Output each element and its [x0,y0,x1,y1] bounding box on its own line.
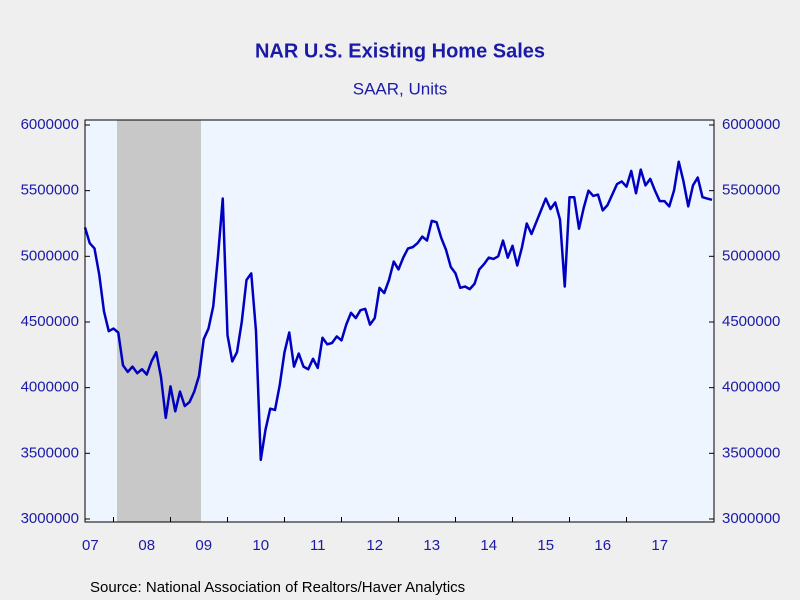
x-tick-label: 15 [537,537,554,554]
chart-subtitle: SAAR, Units [353,79,447,98]
y2-tick-label: 3000000 [722,510,780,527]
x-tick-label: 09 [195,537,212,554]
y-tick-label: 6000000 [21,116,79,133]
x-tick-label: 17 [651,537,668,554]
source-note: Source: National Association of Realtors… [90,579,465,596]
y2-tick-label: 6000000 [722,116,780,133]
y2-tick-label: 5000000 [722,247,780,264]
y2-tick-label: 3500000 [722,444,780,461]
x-tick-label: 07 [82,537,99,554]
y2-tick-label: 4500000 [722,313,780,330]
x-tick-label: 12 [366,537,383,554]
chart-title: NAR U.S. Existing Home Sales [255,40,545,62]
data-line [83,160,713,462]
y-tick-label: 4500000 [21,313,79,330]
y-tick-label: 5000000 [21,247,79,264]
y-tick-label: 3000000 [21,510,79,527]
y2-tick-label: 5500000 [722,182,780,199]
y-tick-label: 3500000 [21,444,79,461]
x-tick-label: 11 [310,537,326,554]
marks [83,160,713,462]
y-tick-label: 5500000 [21,182,79,199]
recession-shading [117,120,201,522]
x-tick-label: 08 [138,537,155,554]
y-tick-label: 4000000 [21,379,79,396]
plot-frame [84,119,715,523]
x-tick-label: 10 [252,537,269,554]
x-tick-label: 14 [480,537,497,554]
x-tick-label: 13 [423,537,440,554]
y2-tick-label: 4000000 [722,379,780,396]
x-tick-label: 16 [594,537,611,554]
